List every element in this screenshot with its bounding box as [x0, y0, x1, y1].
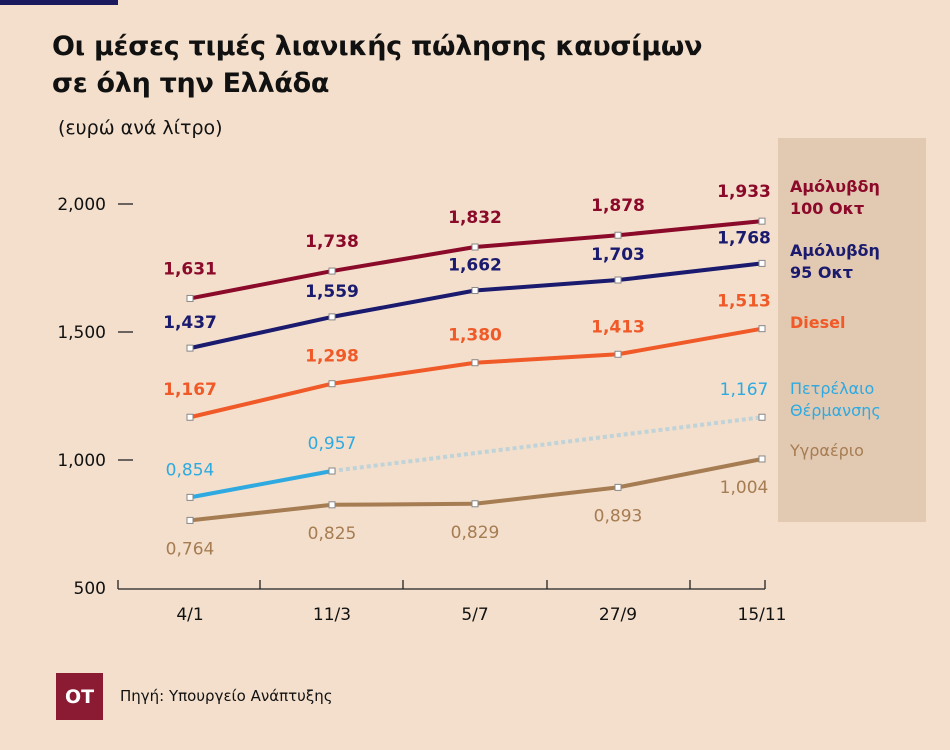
series-line-segment	[189, 269, 333, 301]
data-label: 1,437	[163, 313, 217, 333]
data-point-marker	[186, 516, 194, 524]
chart-title: Οι μέσες τιμές λιανικής πώλησης καυσίμων…	[52, 28, 702, 102]
data-label: 1,167	[720, 380, 769, 400]
data-label: 0,764	[166, 539, 215, 559]
data-point-marker	[186, 413, 194, 421]
series-line-segment	[474, 352, 619, 365]
data-label: 0,829	[451, 523, 500, 543]
data-label: 1,298	[305, 347, 359, 367]
data-point-marker	[471, 359, 479, 367]
x-tick-label: 5/7	[461, 605, 488, 625]
legend-entry: Αμόλυβδη 95 Οκτ	[790, 240, 880, 284]
data-point-marker	[614, 276, 622, 284]
data-point-marker	[328, 313, 336, 321]
data-point-marker	[186, 493, 194, 501]
series-gap-segment	[331, 415, 763, 473]
data-label: 0,957	[308, 434, 357, 454]
data-point-marker	[328, 501, 336, 509]
data-label: 1,413	[591, 317, 645, 337]
legend-entry: Πετρέλαιο Θέρμανσης	[790, 378, 881, 422]
series-line-segment	[189, 502, 333, 523]
series-line-segment	[474, 485, 619, 506]
data-label: 1,832	[448, 208, 502, 228]
x-tick-label: 15/11	[738, 605, 787, 625]
data-label: 1,878	[591, 196, 645, 216]
ot-logo: OT	[56, 673, 103, 720]
data-point-marker	[758, 325, 766, 333]
x-tick-label: 4/1	[176, 605, 203, 625]
data-label: 1,513	[717, 292, 771, 312]
title-line-2: σε όλη την Ελλάδα	[52, 68, 330, 99]
series-line-segment	[331, 288, 476, 319]
data-point-marker	[328, 467, 336, 475]
data-label: 1,559	[305, 282, 359, 302]
data-label: 1,768	[717, 228, 771, 248]
y-tick-label: 1,500	[57, 323, 106, 343]
series-line-segment	[331, 501, 476, 507]
series-line-segment	[474, 278, 619, 293]
data-point-marker	[758, 217, 766, 225]
legend-entry: Diesel	[790, 312, 845, 334]
data-point-marker	[471, 243, 479, 251]
data-label: 1,004	[720, 478, 769, 498]
legend-entry-line: Diesel	[790, 313, 846, 332]
legend-entry: Υγραέριο	[790, 440, 864, 462]
series-line-segment	[189, 314, 333, 351]
data-label: 1,738	[305, 232, 359, 252]
legend-entry-line: Αμόλυβδη	[790, 177, 880, 196]
data-label: 0,854	[166, 460, 215, 480]
series-line-segment	[474, 233, 619, 250]
y-tick-label: 2,000	[57, 195, 106, 215]
data-point-marker	[328, 267, 336, 275]
y-tick-label: 1,000	[57, 451, 106, 471]
data-point-marker	[614, 483, 622, 491]
legend-entry-line: 100 Οκτ	[790, 199, 865, 218]
top-accent-bar	[0, 0, 118, 5]
data-point-marker	[471, 500, 479, 508]
data-point-marker	[758, 455, 766, 463]
series-line-segment	[617, 457, 763, 490]
data-label: 1,380	[448, 326, 502, 346]
series-line-segment	[331, 360, 476, 386]
data-point-marker	[614, 350, 622, 358]
legend-entry-line: Πετρέλαιο	[790, 379, 875, 398]
x-tick-label: 27/9	[599, 605, 637, 625]
data-label: 1,933	[717, 182, 771, 202]
data-label: 0,825	[308, 524, 357, 544]
legend-entry-line: Αμόλυβδη	[790, 241, 880, 260]
data-point-marker	[328, 380, 336, 388]
series-line-segment	[617, 261, 763, 283]
legend-entry-line: Υγραέριο	[790, 441, 864, 460]
legend: Αμόλυβδη 100 Οκτ Αμόλυβδη 95 Οκτ Diesel Πετρέ…	[778, 138, 926, 522]
title-line-1: Οι μέσες τιμές λιανικής πώλησης καυσίμων	[52, 31, 703, 62]
legend-entry-line: Θέρμανσης	[790, 401, 881, 420]
data-point-marker	[614, 231, 622, 239]
series-line-segment	[617, 326, 763, 357]
series-line-segment	[189, 469, 333, 500]
data-point-marker	[758, 413, 766, 421]
series-line-segment	[617, 219, 763, 238]
data-point-marker	[758, 259, 766, 267]
data-point-marker	[471, 287, 479, 295]
data-label: 1,167	[163, 380, 217, 400]
data-label: 1,703	[591, 245, 645, 265]
legend-entry: Αμόλυβδη 100 Οκτ	[790, 176, 880, 220]
x-tick-label: 11/3	[313, 605, 351, 625]
legend-entry-line: 95 Οκτ	[790, 263, 854, 282]
data-label: 0,893	[594, 506, 643, 526]
source-note: Πηγή: Υπουργείο Ανάπτυξης	[120, 687, 333, 705]
data-label: 1,662	[448, 256, 502, 276]
y-tick-label: 500	[74, 579, 106, 599]
logo-text: OT	[64, 685, 95, 708]
data-point-marker	[186, 294, 194, 302]
series-line-segment	[189, 381, 333, 420]
series-line-segment	[331, 245, 476, 274]
data-label: 1,631	[163, 259, 217, 279]
data-point-marker	[186, 344, 194, 352]
chart-subtitle: (ευρώ ανά λίτρο)	[58, 117, 223, 139]
